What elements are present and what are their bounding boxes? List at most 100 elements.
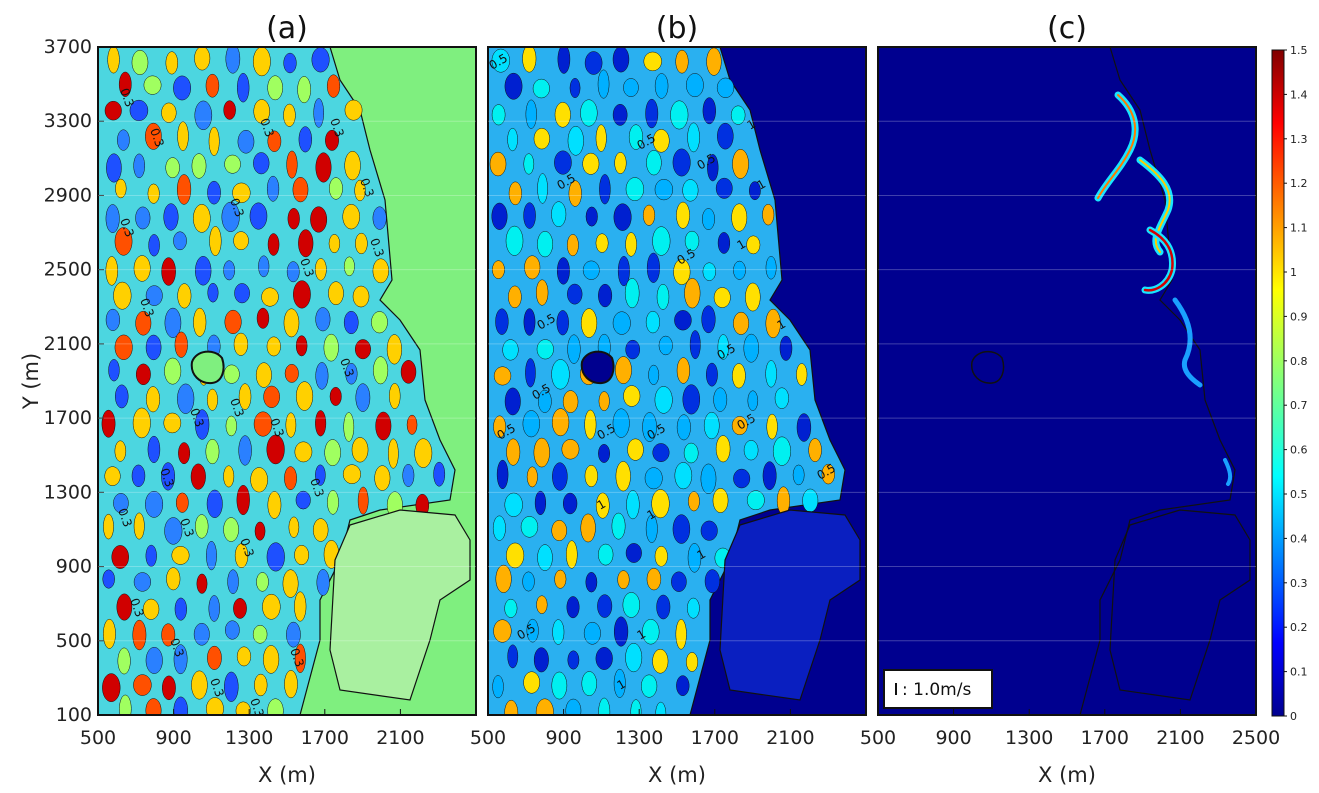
y-tick-label: 1700	[44, 407, 92, 429]
wave-blob	[227, 569, 239, 594]
contour-label: 0.3	[207, 676, 227, 699]
wave-blob	[746, 490, 765, 511]
y-tick-label: 1300	[44, 481, 92, 503]
wave-blob	[114, 334, 133, 360]
wave-blob	[132, 619, 147, 651]
wave-blob	[133, 512, 145, 540]
wave-blob	[682, 384, 701, 415]
wave-blob	[779, 335, 793, 361]
wave-blob	[174, 331, 188, 358]
wave-blob	[344, 150, 361, 181]
wave-blob	[532, 78, 550, 99]
wave-blob	[249, 202, 268, 230]
contour-label: 0.3	[267, 416, 287, 439]
y-tick-label: 2500	[44, 259, 92, 281]
wave-blob	[145, 285, 163, 306]
wave-blob	[135, 363, 151, 386]
wave-blob	[584, 409, 597, 440]
wave-blob	[178, 442, 191, 465]
wave-blob	[147, 183, 160, 204]
wave-blob	[343, 412, 355, 442]
wave-blob	[792, 464, 805, 486]
wave-blob	[566, 234, 579, 257]
wave-blob	[713, 387, 728, 412]
wave-blob	[504, 598, 518, 618]
wave-blob	[496, 459, 509, 490]
wave-blob	[313, 98, 324, 128]
wave-blob	[536, 595, 548, 614]
wave-blob	[252, 624, 268, 644]
wave-blob	[355, 383, 371, 412]
wave-blob	[190, 463, 206, 490]
wave-blob	[506, 542, 525, 569]
wave-blob	[191, 670, 208, 700]
wave-blob	[523, 153, 535, 175]
contour-label: 0.3	[247, 696, 267, 719]
wave-blob	[328, 234, 341, 254]
wave-blob	[175, 492, 189, 513]
wave-blob	[191, 153, 207, 179]
wave-blob	[111, 545, 129, 569]
wave-blob	[614, 152, 627, 174]
wave-blob	[193, 204, 211, 233]
wave-blob	[267, 75, 283, 101]
wave-blob	[554, 150, 572, 175]
wave-blob	[206, 489, 223, 518]
wave-blob	[114, 440, 127, 462]
colorbar-tick-label: 0.7	[1290, 399, 1308, 412]
x-tick-label: 1700	[301, 727, 349, 749]
wave-blob	[595, 233, 609, 253]
wave-blob	[371, 311, 388, 334]
wave-blob	[704, 569, 720, 594]
wave-blob	[344, 99, 363, 121]
wave-blob	[283, 103, 296, 127]
wave-blob	[648, 364, 660, 385]
contour-label: 0.3	[287, 646, 307, 669]
wave-blob	[689, 330, 701, 360]
wave-blob	[700, 463, 717, 494]
wave-blob	[525, 99, 537, 129]
wave-blob	[556, 257, 570, 285]
wave-blob	[551, 520, 567, 542]
wave-blob	[177, 383, 195, 414]
panel-c-frame	[877, 46, 1257, 716]
wave-blob	[524, 255, 541, 280]
wave-blob	[263, 645, 280, 674]
wave-blob	[656, 594, 671, 620]
wave-blob	[173, 231, 187, 251]
wave-blob	[772, 436, 791, 466]
wave-blob	[177, 121, 189, 151]
panel-b-island	[580, 350, 615, 385]
wave-blob	[161, 102, 177, 123]
wave-blob	[534, 490, 547, 516]
wave-blob	[580, 308, 598, 338]
colorbar-tick-label: 0.6	[1290, 444, 1308, 457]
wave-blob	[567, 650, 580, 670]
wave-blob	[595, 647, 613, 670]
wave-blob	[133, 674, 152, 696]
wave-blob	[133, 255, 151, 282]
wave-blob	[225, 620, 240, 640]
wave-blob	[250, 467, 268, 493]
wave-blob	[674, 462, 693, 490]
wave-blob	[294, 591, 307, 622]
wave-blob	[796, 363, 808, 386]
contour-label: 0.3	[357, 176, 377, 199]
wave-blob	[224, 309, 242, 335]
wave-blob	[670, 100, 689, 130]
contour-label: 0.3	[227, 396, 247, 419]
wave-blob	[414, 438, 433, 468]
wave-blob	[746, 235, 761, 255]
wave-blob	[567, 334, 581, 364]
wave-blob	[491, 104, 506, 126]
wave-blob	[646, 150, 662, 176]
x-tick-label: 500	[80, 727, 116, 749]
wave-blob	[493, 415, 506, 438]
wave-blob	[282, 569, 299, 598]
wave-blob	[355, 232, 368, 255]
wave-blob	[491, 202, 508, 230]
wave-blob	[717, 334, 729, 360]
wave-blob	[402, 464, 415, 487]
wave-blob	[796, 413, 812, 442]
wave-blob	[749, 181, 761, 201]
